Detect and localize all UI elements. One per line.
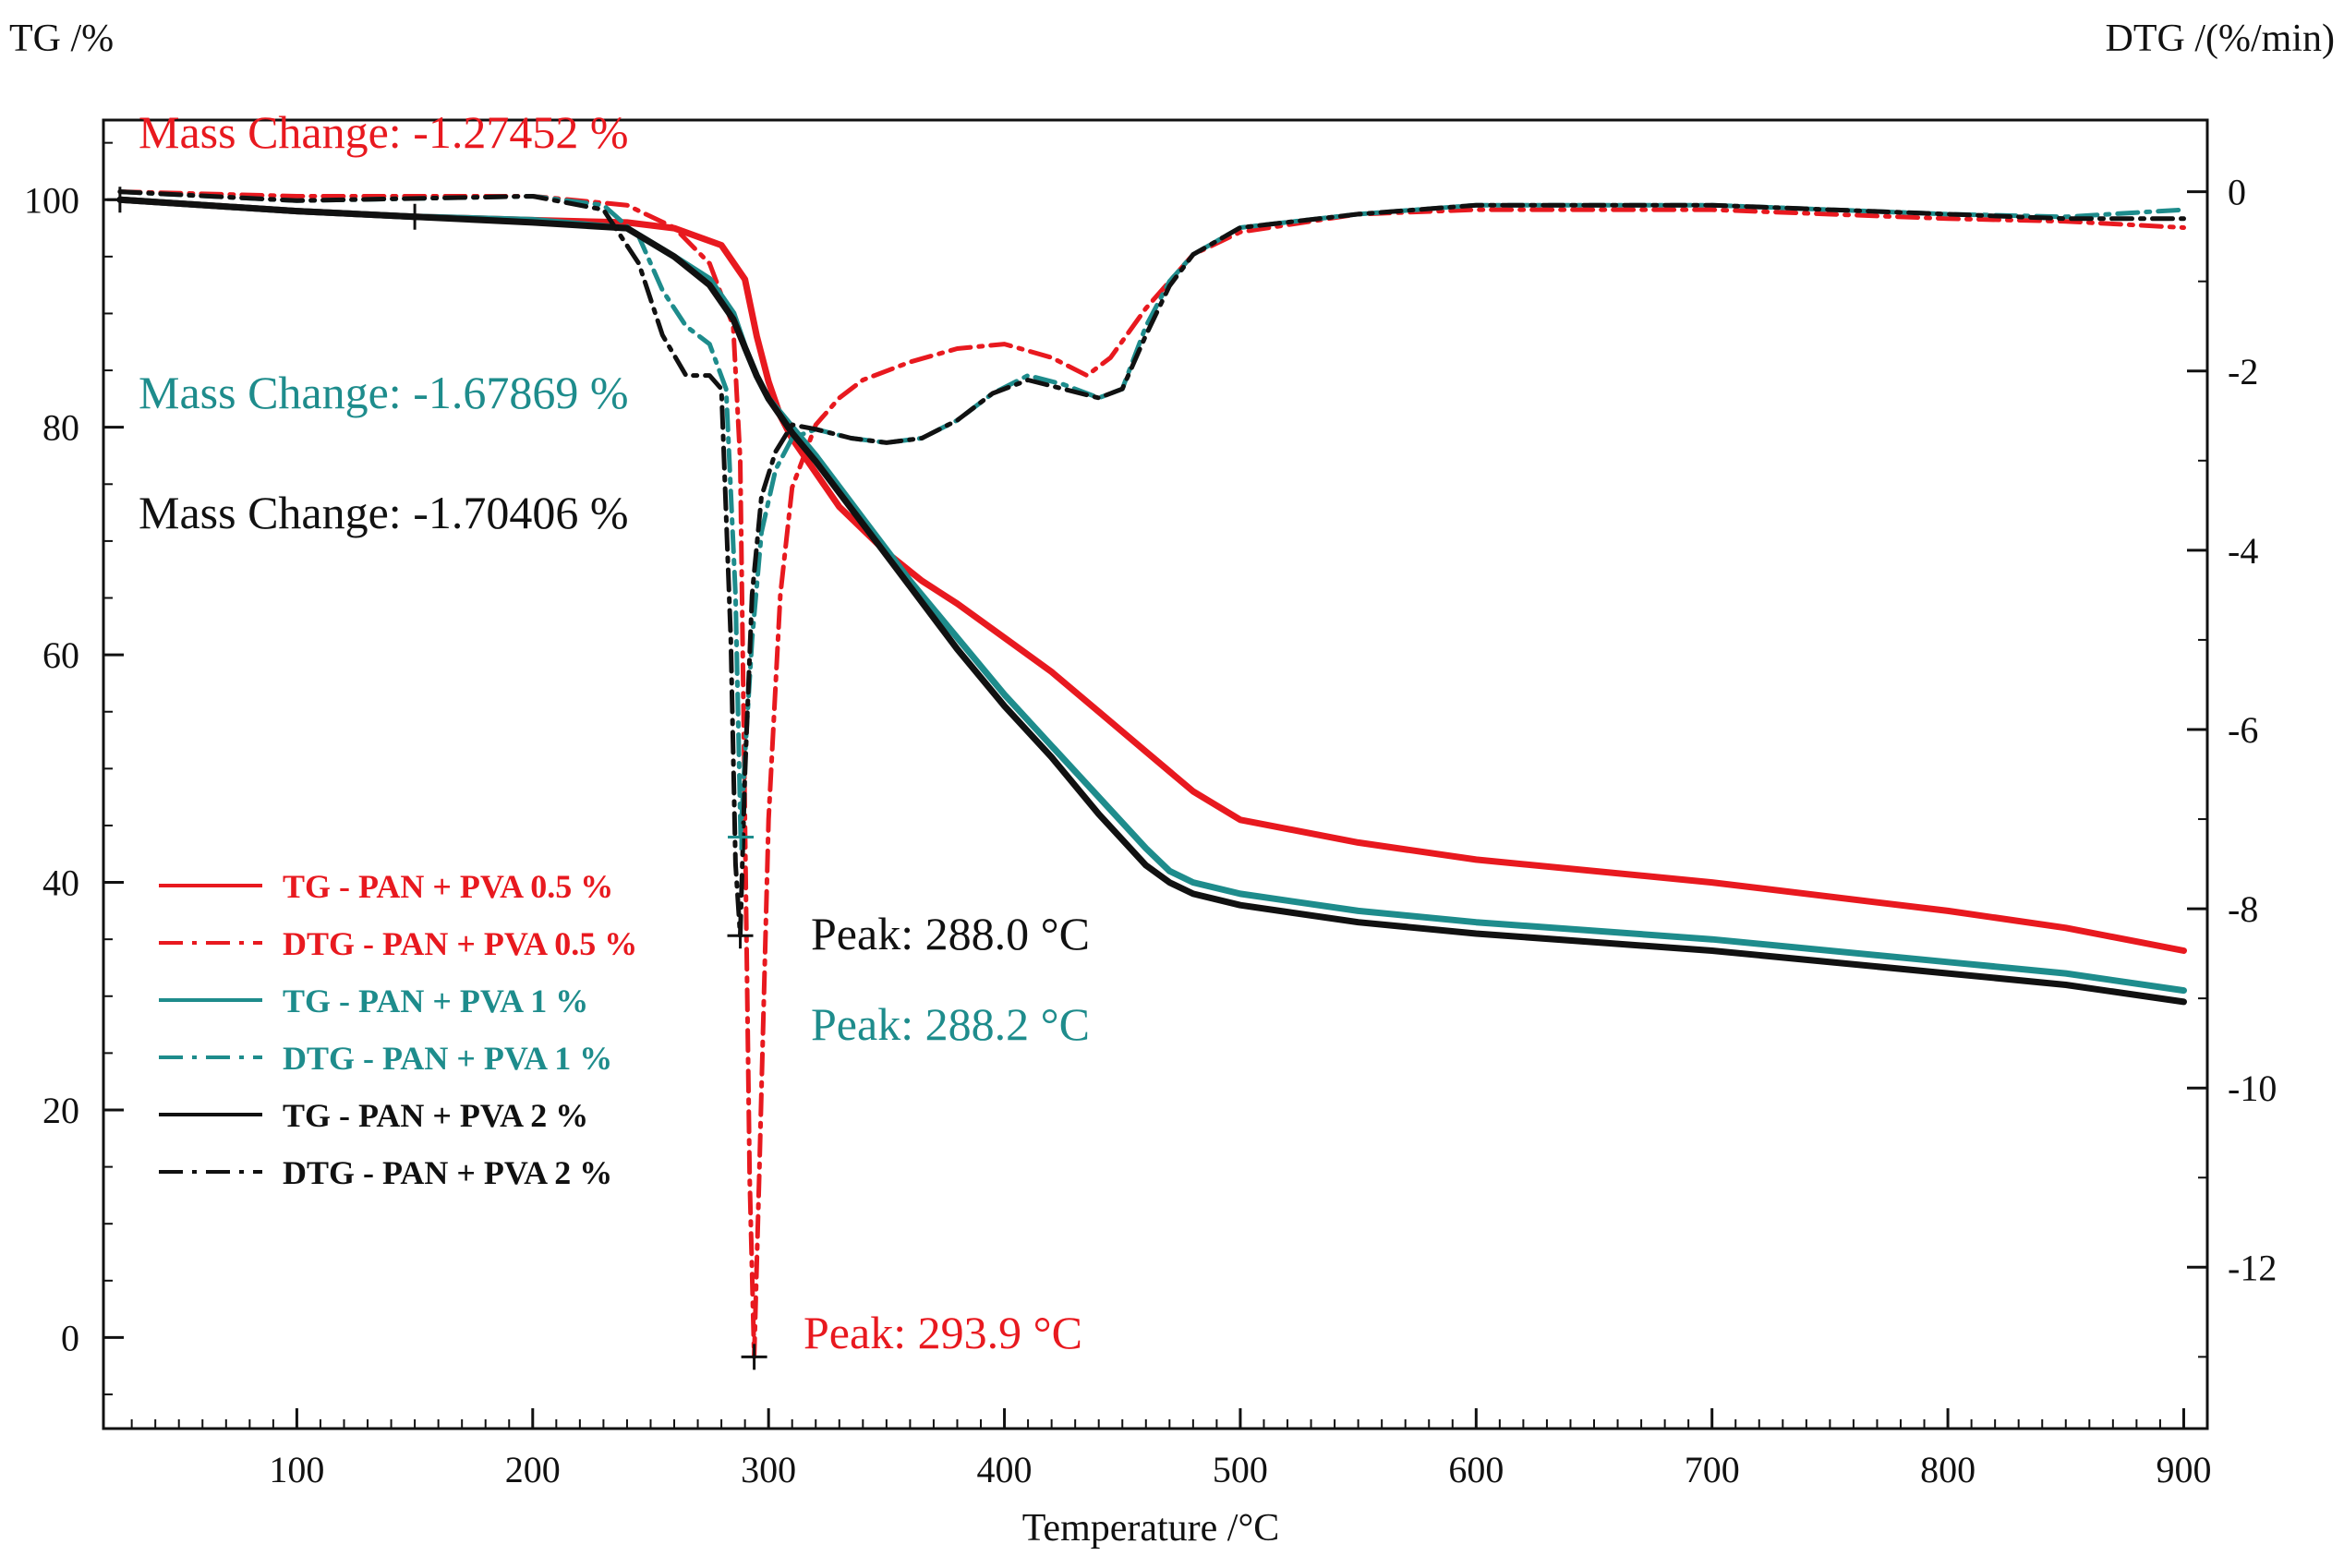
series-line-5: [117, 189, 2186, 938]
y-right-tick-label: -2: [2228, 351, 2258, 392]
x-tick-label: 900: [2156, 1449, 2211, 1490]
y-left-tick-label: 100: [24, 179, 79, 221]
peak-marker-0: [106, 187, 133, 213]
y-right-tick-label: -10: [2228, 1067, 2277, 1109]
legend-label-tg-pva05: TG - PAN + PVA 0.5 %: [283, 868, 613, 905]
plot-frame: [102, 118, 2209, 1430]
x-axis-title: Temperature /°C: [1022, 1507, 1280, 1550]
peak-marker-3: [728, 824, 755, 850]
y-left-axis-title: TG /%: [9, 18, 114, 60]
y-right-tick-label: -12: [2228, 1247, 2277, 1288]
series-line-4: [116, 196, 2187, 1006]
x-tick-label: 500: [1213, 1449, 1268, 1490]
x-tick-label: 800: [1920, 1449, 1975, 1490]
x-tick-label: 600: [1448, 1449, 1504, 1490]
legend-label-tg-pva2: TG - PAN + PVA 2 %: [283, 1097, 588, 1134]
legend-label-tg-pva1: TG - PAN + PVA 1 %: [283, 983, 588, 1019]
series-group: [116, 189, 2187, 1359]
y-right-tick-label: 0: [2228, 172, 2246, 213]
peak-marker-1: [402, 203, 429, 230]
y-right-axis-title: DTG /(%/min): [2106, 18, 2335, 60]
legend: TG - PAN + PVA 0.5 % DTG - PAN + PVA 0.5…: [159, 868, 637, 1191]
y-right-tick-label: -8: [2228, 888, 2258, 930]
y-left-tick-label: 60: [42, 634, 79, 676]
peak-annotation-pva05: Peak: 293.9 °C: [803, 1307, 1082, 1358]
y-right-tick-label: -6: [2228, 709, 2258, 751]
x-tick-label: 700: [1685, 1449, 1740, 1490]
x-tick-label: 100: [269, 1449, 324, 1490]
legend-label-dtg-pva1: DTG - PAN + PVA 1 %: [283, 1040, 612, 1077]
x-axis-ticks: 100 200 300 400 500 600 700 800 900: [130, 1408, 2211, 1490]
y-left-axis-ticks: 0 20 40 60 80 100: [24, 141, 124, 1396]
peak-annotation-pva1: Peak: 288.2 °C: [811, 998, 1090, 1050]
x-tick-label: 300: [741, 1449, 796, 1490]
mass-change-annotation-pva1: Mass Change: -1.67869 %: [139, 367, 629, 418]
y-left-tick-label: 20: [42, 1090, 79, 1131]
x-tick-label: 200: [505, 1449, 561, 1490]
legend-label-dtg-pva05: DTG - PAN + PVA 0.5 %: [283, 925, 637, 962]
mass-change-annotation-pva05: Mass Change: -1.27452 %: [139, 106, 629, 158]
y-left-tick-label: 0: [61, 1317, 79, 1358]
x-tick-label: 400: [977, 1449, 1033, 1490]
peak-marker-4: [741, 1344, 767, 1370]
y-left-tick-label: 40: [42, 862, 79, 904]
y-left-tick-label: 80: [42, 407, 79, 449]
peak-marker-2: [727, 923, 754, 949]
peak-annotation-pva2: Peak: 288.0 °C: [811, 908, 1090, 959]
marker-group: [106, 187, 767, 1370]
mass-change-annotation-pva2: Mass Change: -1.70406 %: [139, 487, 629, 538]
y-right-axis-ticks: 0 -2 -4 -6 -8 -10 -12: [2187, 172, 2277, 1358]
y-right-tick-label: -4: [2228, 530, 2258, 572]
legend-label-dtg-pva2: DTG - PAN + PVA 2 %: [283, 1154, 612, 1191]
